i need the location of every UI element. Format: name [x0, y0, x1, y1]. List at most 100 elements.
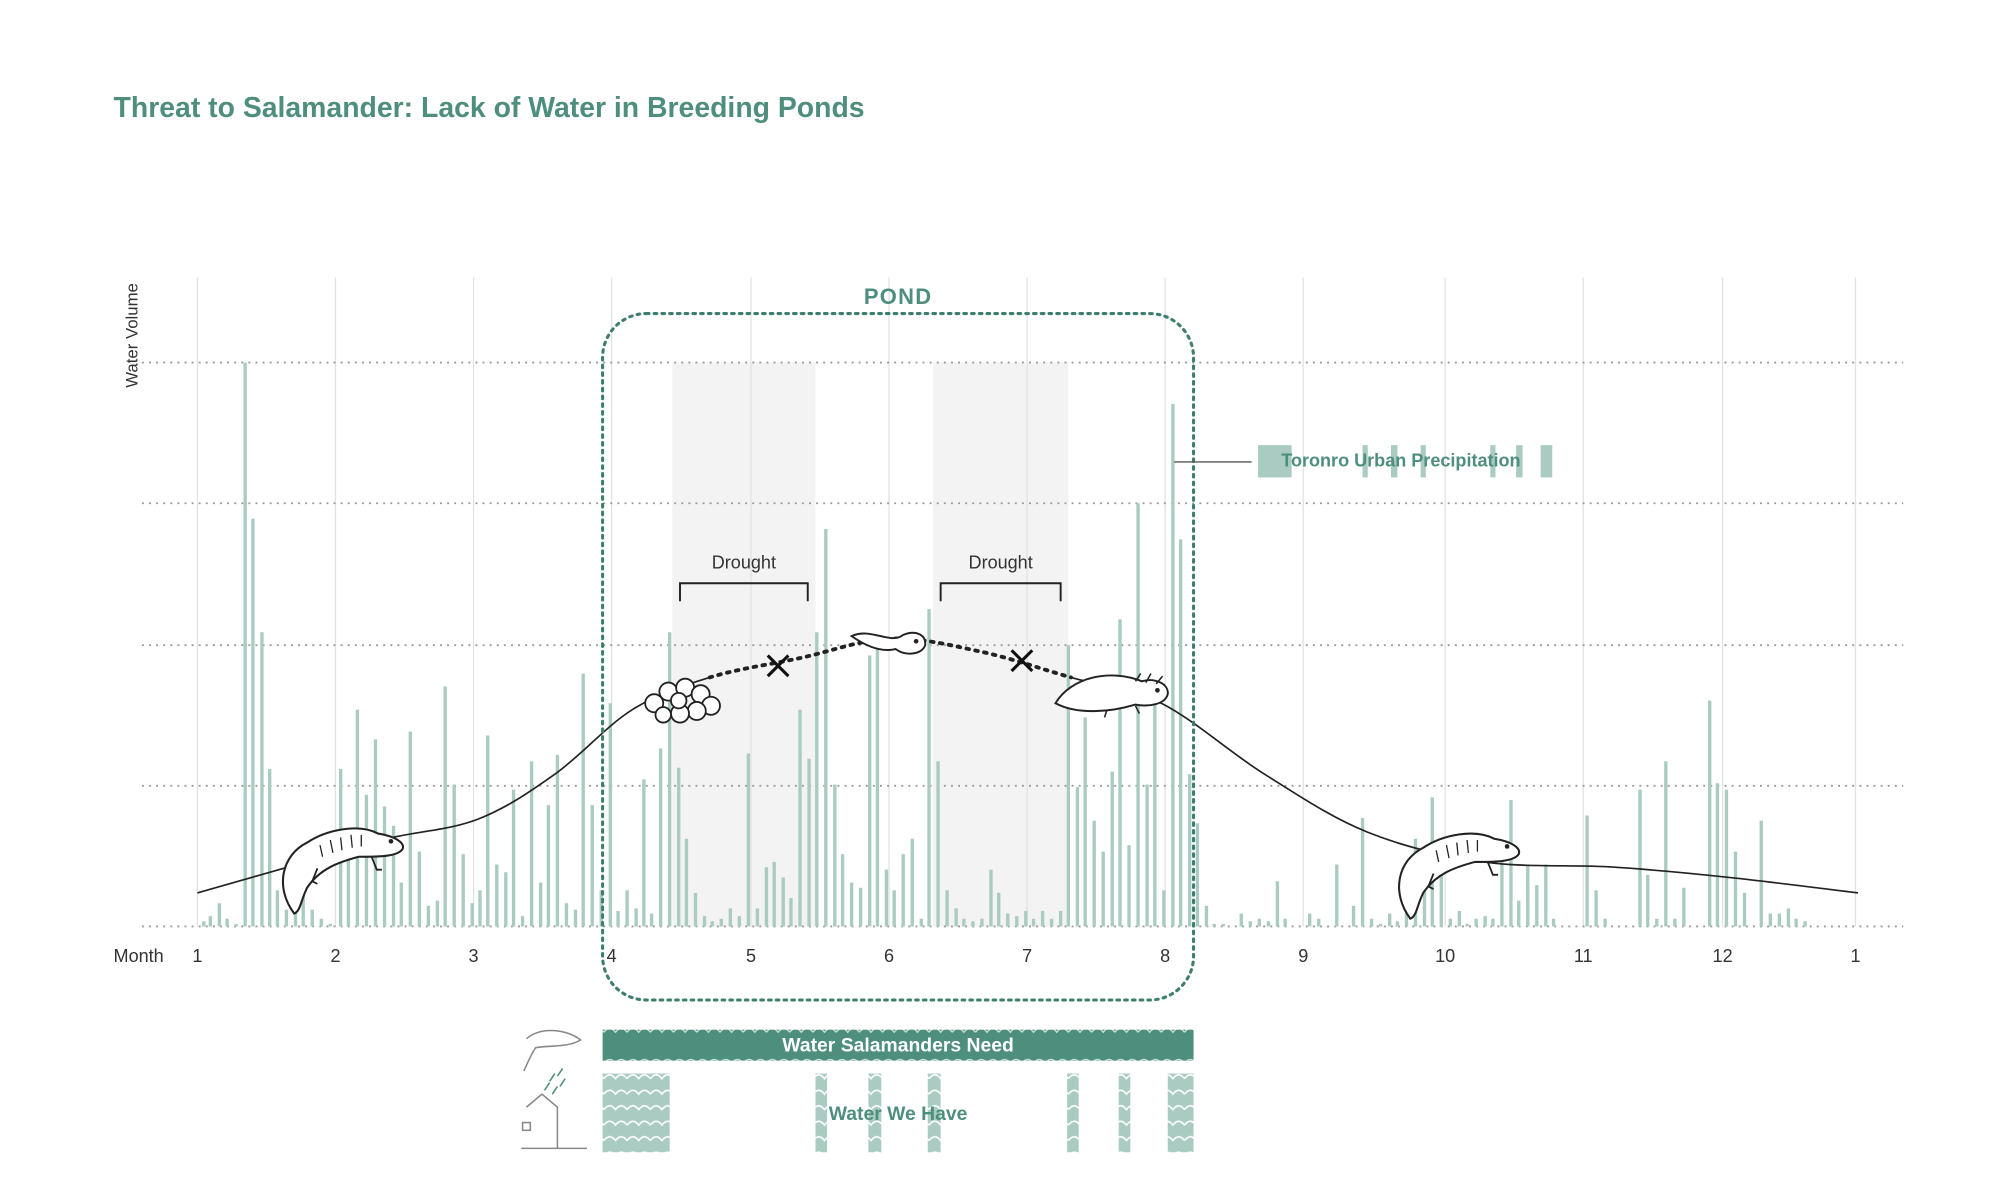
precipitation-bar: [1517, 900, 1521, 927]
precipitation-bar: [208, 916, 212, 927]
precipitation-bar: [443, 686, 447, 927]
precipitation-bar: [470, 903, 474, 927]
precipitation-bar: [1378, 923, 1383, 927]
precipitation-bar: [1136, 503, 1140, 927]
precipitation-bar: [980, 918, 984, 927]
precipitation-bar: [452, 784, 456, 927]
precipitation-bar: [1594, 890, 1598, 927]
precipitation-bar: [328, 923, 332, 927]
x-tick-label: 6: [884, 946, 894, 966]
precipitation-bar: [1248, 921, 1252, 927]
precipitation-bar: [1404, 910, 1409, 927]
precipitation-bar: [1308, 913, 1312, 927]
precipitation-bar: [868, 655, 872, 927]
precipitation-bar: [355, 709, 360, 927]
precipitation-bar: [1474, 918, 1478, 927]
precipitation-bar: [1257, 918, 1262, 927]
water-have-segment: [1167, 1073, 1194, 1153]
precipitation-bar: [1646, 874, 1650, 927]
precipitation-bar: [1212, 923, 1216, 927]
water-have-segment: [927, 1073, 941, 1153]
precipitation-bar: [1006, 913, 1010, 927]
precipitation-bar: [1457, 910, 1462, 927]
precipitation-bar: [520, 916, 525, 927]
x-tick-label: 5: [746, 946, 756, 966]
pond-label: POND: [864, 284, 933, 309]
water-need-label: Water Salamanders Need: [782, 1035, 1014, 1057]
precipitation-bar: [1092, 820, 1096, 927]
precipitation-bar: [901, 854, 905, 927]
precipitation-bar: [1178, 539, 1183, 927]
bar-layer: [202, 362, 1807, 927]
precipitation-bar: [1266, 921, 1271, 927]
precipitation-bar: [962, 918, 966, 927]
precipitation-bar: [1777, 913, 1782, 927]
precipitation-bar: [625, 890, 629, 927]
precipitation-bar: [702, 916, 707, 927]
precipitation-bar: [275, 890, 280, 927]
precipitation-bar: [486, 735, 490, 927]
x-tick-label: 7: [1022, 946, 1032, 966]
precipitation-bar: [1162, 890, 1166, 927]
precipitation-bar: [538, 882, 543, 927]
precipitation-bar: [833, 784, 837, 927]
precipitation-bar: [426, 905, 431, 927]
precipitation-bar: [884, 869, 889, 927]
pond-box: [601, 311, 1196, 1002]
need-icon: [523, 1029, 582, 1072]
precipitation-bar: [399, 882, 403, 927]
precipitation-bar: [658, 748, 663, 927]
precipitation-bar: [1535, 885, 1539, 927]
precipitation-bar: [573, 909, 578, 927]
precipitation-bar: [301, 890, 305, 927]
precipitation-bar: [989, 869, 993, 927]
precipitation-bar: [1673, 918, 1677, 927]
precipitation-bar: [807, 758, 811, 927]
chart-title: Threat to Salamander: Lack of Water in B…: [114, 92, 865, 124]
precipitation-bar: [677, 767, 681, 927]
precipitation-bar: [382, 806, 387, 927]
x-tick-label: 1: [192, 946, 202, 966]
precipitation-bar: [634, 908, 638, 927]
precipitation-bar: [755, 908, 760, 927]
precipitation-bar: [590, 805, 594, 927]
precipitation-bar: [1544, 864, 1548, 927]
precipitation-bar: [1024, 910, 1028, 927]
precipitation-bar: [936, 761, 940, 927]
x-tick-label: 1: [1850, 946, 1860, 966]
precipitation-bar: [1195, 823, 1200, 927]
precipitation-bar: [319, 918, 323, 927]
precipitation-bar: [1335, 864, 1339, 927]
precipitation-bar: [260, 632, 264, 927]
precipitation-bar: [997, 892, 1001, 927]
x-tick-label: 4: [607, 946, 617, 966]
water-have-label: Water We Have: [829, 1103, 968, 1125]
precipitation-bar: [217, 903, 222, 927]
y-axis-label: Water Volume: [122, 283, 141, 388]
failure-mark: [1010, 649, 1034, 673]
x-tick-label: 8: [1160, 946, 1170, 966]
legend-swatch: [1258, 445, 1553, 478]
precipitation-bar: [234, 923, 238, 927]
water-have-segment: [602, 1073, 670, 1153]
precipitation-bar: [781, 877, 785, 927]
precipitation-bar: [1655, 918, 1659, 927]
precipitation-bar: [1204, 905, 1209, 927]
precipitation-bar: [840, 854, 845, 927]
x-tick-label: 9: [1298, 946, 1308, 966]
precipitation-bar: [529, 761, 534, 927]
water-need-band: [602, 1029, 1194, 1061]
precipitation-bar: [1066, 645, 1071, 927]
precipitation-bar: [1715, 783, 1720, 927]
precipitation-bar: [1786, 908, 1791, 927]
precipitation-bar: [1526, 864, 1530, 927]
precipitation-bar: [1031, 918, 1036, 927]
precipitation-bar: [1275, 881, 1280, 927]
precipitation-bar: [737, 916, 742, 927]
precipitation-bar: [1733, 851, 1738, 927]
drought-label: Drought: [712, 553, 776, 573]
precipitation-bar: [649, 913, 654, 927]
precipitation-bar: [1422, 877, 1427, 927]
x-tick-label: 12: [1713, 946, 1733, 966]
